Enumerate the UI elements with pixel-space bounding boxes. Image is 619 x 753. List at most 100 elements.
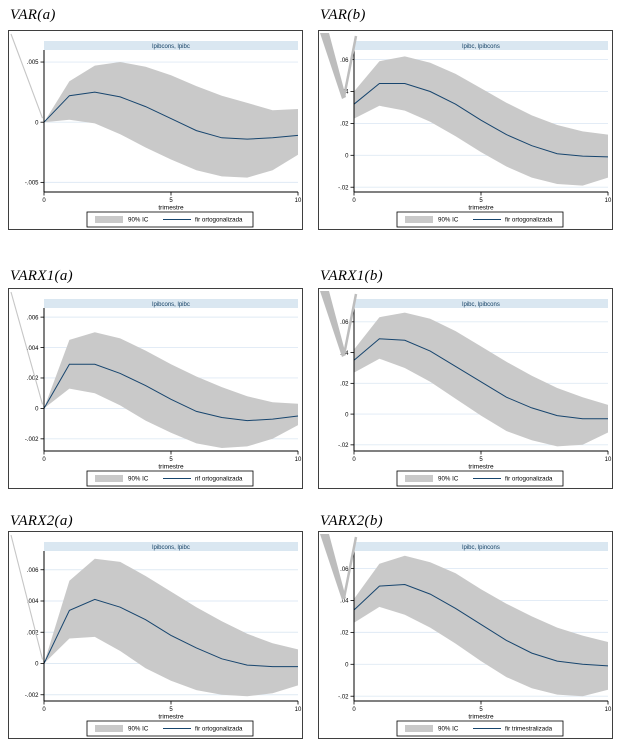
irf-line — [353, 338, 608, 420]
legend-line-label: fir ortogonalizada — [195, 726, 243, 733]
plot-title: lpibc, lpincons — [462, 545, 500, 551]
y-tick-label: -.02 — [338, 185, 349, 191]
x-tick-label: 5 — [479, 198, 483, 204]
panel-heading-varx1-a: VARX1(a) — [10, 268, 73, 284]
legend-band-swatch — [95, 725, 123, 732]
y-tick-label: .004 — [27, 599, 39, 605]
irf-line — [353, 583, 609, 667]
irf-chart-varx2-b: lpibc, lpincons .06 .04 .02 0 -.02 0 5 10 trimest… — [320, 534, 612, 737]
plot-title-bar — [44, 542, 298, 551]
irf-panel-var-a: lpibcons, lpibc .005 0 -.005 0 5 10 trimestre 90… — [8, 30, 303, 230]
x-axis-title: trimestre — [468, 205, 494, 212]
y-tick-label: 0 — [345, 412, 349, 418]
irf-panel-varx1-a: lpibcons, lpibc .006 .004 .002 0 -.002 0 5 10 tri… — [8, 288, 303, 489]
y-tick-label: .02 — [340, 382, 349, 388]
legend-band-label: 90% IC — [438, 217, 459, 224]
irf-panel-varx1-b: lpibc, lpibcons.06.04.020-.020510trimest… — [318, 288, 613, 489]
irf-line — [43, 91, 299, 140]
x-tick-label: 10 — [295, 707, 302, 713]
plot-title: lpibcons, lpibc — [152, 545, 190, 551]
plot-title: lpibcons, lpibc — [152, 302, 190, 308]
x-tick-label: 5 — [479, 457, 483, 463]
irf-line — [353, 83, 609, 158]
x-tick-label: 0 — [352, 707, 356, 713]
scan-line-artifact — [10, 291, 44, 405]
x-tick-label: 10 — [295, 198, 302, 204]
scan-wedge-artifact — [342, 293, 358, 356]
plot-title: lpibc, lpibcons — [462, 302, 500, 308]
legend-band-label: 90% IC — [438, 476, 459, 483]
y-tick-label: .06 — [340, 320, 349, 326]
x-axis-title: trimestre — [468, 464, 494, 471]
y-tick-label: .005 — [27, 60, 39, 66]
x-tick-label: 10 — [605, 198, 612, 204]
x-tick-label: 0 — [352, 198, 356, 204]
panel-heading-var-a: VAR(a) — [10, 7, 56, 23]
legend-band-swatch — [405, 725, 433, 732]
legend-line-label: fir ortogonalizada — [505, 217, 553, 224]
legend-line-label: fir trimestralizada — [505, 726, 553, 733]
x-axis-title: trimestre — [158, 205, 184, 212]
x-tick-label: 5 — [169, 457, 173, 463]
y-tick-label: .02 — [340, 631, 349, 637]
scan-wedge-artifact — [320, 291, 346, 357]
y-tick-label: .006 — [27, 315, 39, 321]
x-axis-title: trimestre — [158, 464, 184, 471]
x-tick-label: 5 — [479, 707, 483, 713]
legend-band-label: 90% IC — [128, 476, 149, 483]
legend-line-label: rif ortogonalizada — [195, 476, 243, 483]
y-tick-label: .06 — [340, 58, 349, 64]
x-axis-title: trimestre — [158, 714, 184, 721]
scan-wedge-artifact — [342, 35, 358, 98]
y-tick-label: -.02 — [338, 443, 349, 449]
confidence-band — [354, 312, 608, 447]
legend-band-swatch — [95, 475, 123, 482]
irf-chart-var-b: lpibc, lpibcons.06.04.020-.020510trimest… — [320, 33, 612, 228]
plot-title-bar — [354, 542, 608, 551]
x-tick-label: 0 — [42, 198, 46, 204]
irf-line — [43, 598, 298, 668]
y-tick-label: .006 — [27, 568, 39, 574]
x-tick-label: 10 — [605, 707, 612, 713]
y-tick-label: -.02 — [338, 694, 349, 700]
legend-band-swatch — [95, 216, 123, 223]
x-tick-label: 5 — [169, 707, 173, 713]
legend-band-label: 90% IC — [128, 726, 149, 733]
y-tick-label: .002 — [27, 376, 39, 382]
legend-line-label: fir ortogonalizada — [195, 217, 243, 224]
scan-wedge-artifact — [342, 536, 358, 599]
irf-chart-varx1-a: lpibcons, lpibc .006 .004 .002 0 -.002 0 5 10 tri… — [10, 291, 302, 487]
irf-chart-varx1-b: lpibc, lpibcons.06.04.020-.020510trimest… — [320, 291, 612, 487]
y-tick-label: -.005 — [25, 181, 39, 187]
plot-title: lpibcons, lpibc — [152, 44, 190, 50]
scan-wedge-artifact — [320, 33, 346, 99]
legend-band-swatch — [405, 216, 433, 223]
irf-panel-varx2-a: lpibcons, lpibc .006 .004 .002 0 -.002 0 5 10 tri… — [8, 531, 303, 739]
y-tick-label: 0 — [35, 407, 39, 413]
y-tick-label: 0 — [345, 662, 349, 668]
y-tick-label: 0 — [35, 120, 39, 126]
y-tick-label: .06 — [340, 567, 349, 573]
y-tick-label: .04 — [340, 599, 349, 605]
y-tick-label: .02 — [340, 122, 349, 128]
panel-heading-varx2-b: VARX2(b) — [320, 513, 383, 529]
y-tick-label: 0 — [345, 154, 349, 160]
scan-wedge-artifact — [320, 534, 346, 600]
confidence-band — [354, 555, 608, 697]
scan-line-artifact — [10, 534, 44, 660]
x-tick-label: 0 — [42, 457, 46, 463]
plot-title-bar — [354, 299, 608, 308]
legend-line-label: fir ortogonalizada — [505, 476, 553, 483]
irf-chart-var-a: lpibcons, lpibc .005 0 -.005 0 5 10 trimestre 90… — [10, 33, 302, 228]
y-tick-label: .002 — [27, 630, 39, 636]
confidence-band — [354, 56, 608, 186]
legend-band-label: 90% IC — [438, 726, 459, 733]
x-tick-label: 10 — [605, 457, 612, 463]
scan-line-artifact — [10, 33, 44, 119]
y-tick-label: -.002 — [25, 437, 39, 443]
plot-title: lpibc, lpibcons — [462, 44, 500, 50]
panel-heading-varx2-a: VARX2(a) — [10, 513, 73, 529]
y-tick-label: .004 — [27, 346, 39, 352]
x-tick-label: 5 — [169, 198, 173, 204]
